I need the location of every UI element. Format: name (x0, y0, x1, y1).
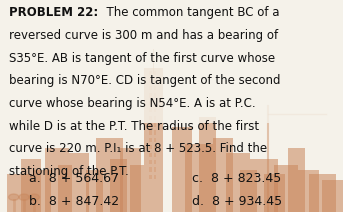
FancyBboxPatch shape (86, 170, 103, 212)
FancyBboxPatch shape (250, 159, 278, 212)
FancyBboxPatch shape (58, 165, 72, 212)
FancyBboxPatch shape (149, 175, 152, 179)
Text: PROBLEM 22:: PROBLEM 22: (9, 6, 98, 19)
Text: reversed curve is 300 m and has a bearing of: reversed curve is 300 m and has a bearin… (9, 29, 278, 42)
FancyBboxPatch shape (154, 71, 156, 75)
FancyBboxPatch shape (154, 175, 156, 179)
FancyBboxPatch shape (274, 165, 298, 212)
FancyBboxPatch shape (154, 101, 156, 105)
FancyBboxPatch shape (110, 159, 127, 212)
Text: S35°E. AB is tangent of the first curve whose: S35°E. AB is tangent of the first curve … (9, 52, 275, 65)
FancyBboxPatch shape (298, 170, 319, 212)
FancyBboxPatch shape (130, 165, 144, 212)
Text: stationing of the P.T.: stationing of the P.T. (9, 165, 128, 178)
FancyBboxPatch shape (154, 167, 156, 172)
FancyBboxPatch shape (149, 153, 152, 157)
FancyBboxPatch shape (154, 78, 156, 83)
FancyBboxPatch shape (154, 160, 156, 164)
FancyBboxPatch shape (96, 138, 123, 212)
FancyBboxPatch shape (120, 148, 141, 212)
FancyBboxPatch shape (264, 174, 285, 212)
FancyBboxPatch shape (240, 170, 257, 212)
FancyBboxPatch shape (154, 93, 156, 98)
FancyBboxPatch shape (154, 86, 156, 90)
Text: while D is at the P.T. The radius of the first: while D is at the P.T. The radius of the… (9, 120, 259, 133)
FancyBboxPatch shape (149, 108, 152, 112)
Circle shape (9, 194, 19, 200)
FancyBboxPatch shape (154, 153, 156, 157)
FancyBboxPatch shape (45, 148, 69, 212)
FancyBboxPatch shape (149, 123, 152, 127)
FancyBboxPatch shape (172, 127, 192, 212)
FancyBboxPatch shape (154, 130, 156, 135)
FancyBboxPatch shape (69, 153, 89, 212)
FancyBboxPatch shape (21, 159, 41, 212)
FancyBboxPatch shape (153, 49, 154, 74)
Text: b.  8 + 847.42: b. 8 + 847.42 (29, 195, 119, 208)
Text: a.  8 + 564.67: a. 8 + 564.67 (29, 172, 119, 185)
FancyBboxPatch shape (154, 108, 156, 112)
FancyBboxPatch shape (149, 130, 152, 135)
FancyBboxPatch shape (226, 153, 250, 212)
FancyBboxPatch shape (149, 78, 152, 83)
FancyBboxPatch shape (144, 68, 163, 212)
FancyBboxPatch shape (7, 174, 34, 212)
FancyBboxPatch shape (149, 167, 152, 172)
FancyBboxPatch shape (154, 138, 156, 142)
FancyBboxPatch shape (149, 116, 152, 120)
Text: The common tangent BC of a: The common tangent BC of a (99, 6, 280, 19)
FancyBboxPatch shape (213, 138, 233, 212)
Text: curve is 220 m. P.I₁ is at 8 + 523.5. Find the: curve is 220 m. P.I₁ is at 8 + 523.5. Fi… (9, 142, 267, 155)
FancyBboxPatch shape (322, 180, 343, 212)
FancyBboxPatch shape (149, 160, 152, 164)
FancyBboxPatch shape (149, 145, 152, 149)
Text: d.  8 + 934.45: d. 8 + 934.45 (192, 195, 282, 208)
FancyBboxPatch shape (149, 86, 152, 90)
Text: c.  8 + 823.45: c. 8 + 823.45 (192, 172, 281, 185)
FancyBboxPatch shape (149, 71, 152, 75)
Circle shape (29, 194, 39, 200)
Text: bearing is N70°E. CD is tangent of the second: bearing is N70°E. CD is tangent of the s… (9, 74, 280, 87)
FancyBboxPatch shape (154, 116, 156, 120)
FancyBboxPatch shape (185, 144, 213, 212)
FancyBboxPatch shape (149, 93, 152, 98)
FancyBboxPatch shape (0, 0, 343, 123)
FancyBboxPatch shape (288, 148, 305, 212)
FancyBboxPatch shape (154, 123, 156, 127)
Circle shape (19, 194, 29, 200)
FancyBboxPatch shape (154, 145, 156, 149)
FancyBboxPatch shape (34, 170, 51, 212)
FancyBboxPatch shape (309, 174, 336, 212)
FancyBboxPatch shape (149, 101, 152, 105)
FancyBboxPatch shape (149, 138, 152, 142)
FancyBboxPatch shape (199, 117, 216, 212)
Text: curve whose bearing is N54°E. A is at P.C.: curve whose bearing is N54°E. A is at P.… (9, 97, 255, 110)
